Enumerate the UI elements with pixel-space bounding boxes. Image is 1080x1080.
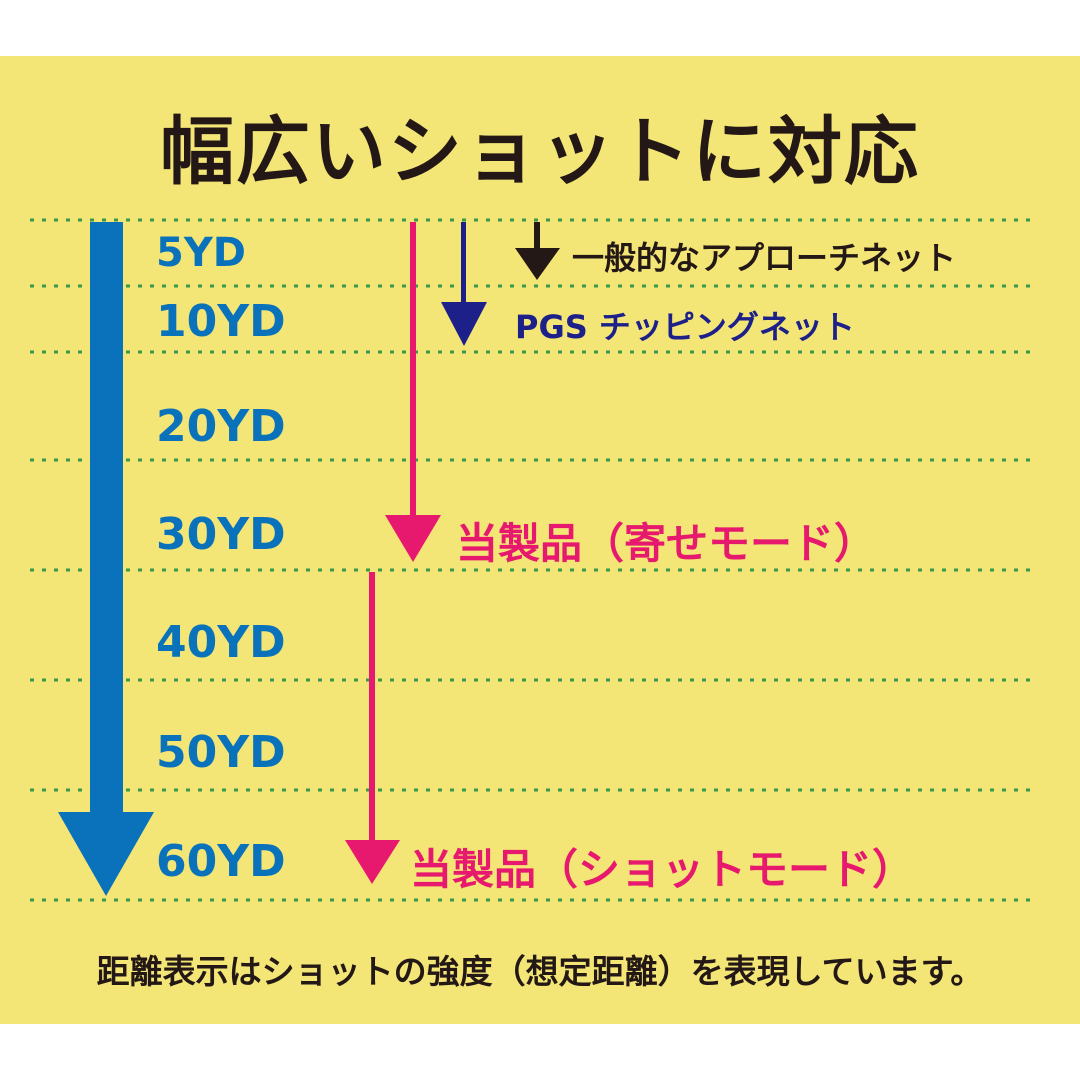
general-net-arrow-icon — [515, 222, 560, 280]
product-approach-arrow-icon — [385, 222, 441, 562]
page-title: 幅広いショットに対応 — [160, 109, 920, 195]
product-shot-label: 当製品（ショットモード） — [410, 845, 915, 894]
product-approach-label: 当製品（寄せモード） — [456, 519, 877, 568]
infographic-panel — [0, 56, 1080, 1024]
distance-label-5yd: 5YD — [156, 230, 246, 276]
distance-label-30yd: 30YD — [156, 509, 286, 560]
full-range-arrow-icon — [58, 222, 154, 896]
distance-label-50yd: 50YD — [156, 727, 286, 778]
distance-label-60yd: 60YD — [156, 836, 286, 887]
pgs-net-label: PGS チッピングネット — [515, 308, 855, 346]
distance-label-20yd: 20YD — [156, 401, 286, 452]
product-shot-arrow-icon — [345, 572, 400, 884]
footnote: 距離表示はショットの強度（想定距離）を表現しています。 — [96, 952, 984, 991]
general-net-label: 一般的なアプローチネット — [572, 239, 957, 277]
pgs-net-arrow-icon — [441, 222, 487, 346]
distance-label-40yd: 40YD — [156, 617, 286, 668]
distance-label-10yd: 10YD — [156, 296, 286, 347]
